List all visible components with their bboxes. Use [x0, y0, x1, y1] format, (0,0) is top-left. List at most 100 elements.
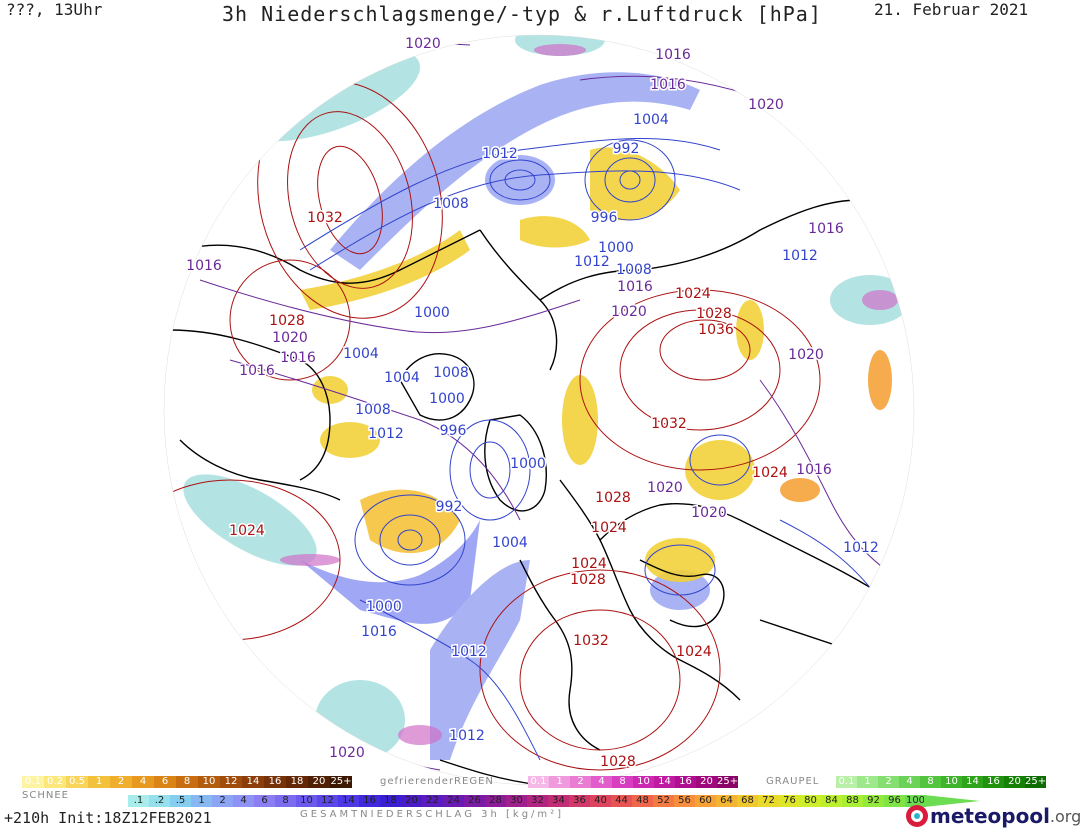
valid-date: 21. Februar 2021: [874, 0, 1029, 19]
total-legend-swatch: 92: [863, 795, 884, 807]
pressure-label: 1028: [570, 572, 606, 588]
pressure-label: 1016: [186, 258, 222, 274]
total-legend-swatch: 1: [191, 795, 212, 807]
pressure-label: 1020: [272, 330, 308, 346]
pressure-label: 1016: [239, 363, 275, 379]
total-legend-swatch: .2: [149, 795, 170, 807]
pressure-label: 996: [591, 210, 618, 226]
total-legend-swatch: 6: [254, 795, 275, 807]
pressure-label: 1016: [617, 279, 653, 295]
total-legend-swatch: .5: [170, 795, 191, 807]
graupel-legend-swatch: 14: [962, 776, 983, 788]
total-legend-swatch: 80: [800, 795, 821, 807]
precip-blue-fields: [300, 72, 710, 760]
total-legend-swatch: 26: [464, 795, 485, 807]
pressure-label: 1024: [571, 556, 607, 572]
total-legend-swatch: 10: [296, 795, 317, 807]
graupel-legend-swatch: 0.1: [836, 776, 857, 788]
pressure-labels: 1020 1016 1016 1020 1004 1012 992 1032 1008 996 10…: [185, 35, 881, 772]
pressure-label: 1004: [633, 112, 669, 128]
pressure-label: 1004: [343, 346, 379, 362]
pressure-label: 1032: [651, 416, 687, 432]
pressure-label: 1024: [676, 644, 712, 660]
total-legend-swatch: 56: [674, 795, 695, 807]
pressure-label: 1032: [573, 633, 609, 649]
snow-legend-swatch: 1: [88, 776, 110, 788]
pressure-label: 1004: [492, 535, 528, 551]
pressure-label: 1008: [355, 402, 391, 418]
total-precip-legend-title: GESAMTNIEDERSCHLAG 3h [kg/m²]: [300, 809, 565, 820]
pressure-label: 1000: [366, 599, 402, 615]
graupel-legend-swatch: 4: [899, 776, 920, 788]
pressure-label: 1028: [595, 490, 631, 506]
snow-legend-swatch: 16: [264, 776, 286, 788]
snow-legend-swatch: 0.1: [22, 776, 44, 788]
frzrain-legend-swatch: 2: [570, 776, 591, 788]
graupel-legend-swatch: 20: [1004, 776, 1025, 788]
total-legend-swatch: 16: [359, 795, 380, 807]
frzrain-legend-swatch: 8: [612, 776, 633, 788]
pressure-label: 1020: [691, 505, 727, 521]
pressure-label: 1000: [414, 305, 450, 321]
snow-legend-swatch: 10: [198, 776, 220, 788]
snow-legend-bar: 0.1 0.2 0.5 1 2 4 6 8 10 12 14 16 18 20 25+: [22, 776, 352, 788]
pressure-label: 1020: [405, 36, 441, 52]
frzrain-legend-swatch: 4: [591, 776, 612, 788]
snow-legend-swatch: 18: [286, 776, 308, 788]
map-title: 3h Niederschlagsmenge/-typ & r.Luftdruck…: [222, 2, 822, 26]
frzrain-legend-swatch: 10: [633, 776, 654, 788]
total-legend-swatch: 28: [485, 795, 506, 807]
frzrain-legend-swatch: 20: [696, 776, 717, 788]
frzrain-legend-bar: 0.1 1 2 4 8 10 14 16 20 25+: [528, 776, 738, 788]
meteopool-logo[interactable]: meteopool .org: [904, 803, 1080, 829]
pressure-label: 1020: [647, 480, 683, 496]
total-legend-swatch: 14: [338, 795, 359, 807]
run-weekday-label: ???, 13Uhr: [6, 0, 103, 19]
snow-legend-swatch: 0.2: [44, 776, 66, 788]
pressure-label: 1024: [229, 523, 265, 539]
pressure-label: 1016: [650, 77, 686, 93]
pressure-label: 1028: [600, 754, 636, 770]
meteopool-logo-icon: [906, 805, 928, 827]
total-legend-swatch: 36: [569, 795, 590, 807]
total-legend-swatch: 88: [842, 795, 863, 807]
brand-name: meteopool: [930, 804, 1050, 828]
graupel-legend-swatch: 25+: [1025, 776, 1046, 788]
frzrain-legend-swatch: 16: [675, 776, 696, 788]
frzrain-legend-swatch: 0.1: [528, 776, 549, 788]
pressure-label: 1020: [788, 347, 824, 363]
pressure-label: 1012: [451, 644, 487, 660]
pressure-label: 1000: [510, 456, 546, 472]
snow-legend-swatch: 0.5: [66, 776, 88, 788]
pressure-label: 1008: [616, 262, 652, 278]
pressure-label: 1024: [752, 465, 788, 481]
brand-tld: .org: [1049, 806, 1080, 826]
pressure-label: 1028: [696, 306, 732, 322]
total-legend-swatch: 96: [884, 795, 905, 807]
total-legend-swatch: 2: [212, 795, 233, 807]
pressure-label: 1016: [655, 47, 691, 63]
graupel-legend-swatch: 1: [857, 776, 878, 788]
total-legend-swatch: 30: [506, 795, 527, 807]
frzrain-legend-title: gefrierenderREGEN: [380, 776, 494, 787]
total-legend-swatch: 64: [716, 795, 737, 807]
graupel-legend-swatch: 8: [920, 776, 941, 788]
pressure-label: 996: [440, 423, 467, 439]
pressure-label: 992: [613, 141, 640, 157]
pressure-label: 1016: [361, 624, 397, 640]
total-legend-swatch: .1: [128, 795, 149, 807]
pressure-label: 1024: [591, 520, 627, 536]
total-legend-swatch: 22: [422, 795, 443, 807]
graupel-legend-swatch: 10: [941, 776, 962, 788]
total-legend-swatch: 44: [611, 795, 632, 807]
pressure-label: 1012: [574, 254, 610, 270]
pressure-label: 1012: [843, 540, 879, 556]
pressure-label: 1016: [808, 221, 844, 237]
legend-arrow-icon: [924, 795, 980, 807]
total-legend-swatch: 84: [821, 795, 842, 807]
pressure-label: 1036: [698, 322, 734, 338]
total-legend-swatch: 8: [275, 795, 296, 807]
total-legend-swatch: 12: [317, 795, 338, 807]
total-legend-swatch: 20: [401, 795, 422, 807]
total-legend-swatch: 100: [905, 795, 926, 807]
